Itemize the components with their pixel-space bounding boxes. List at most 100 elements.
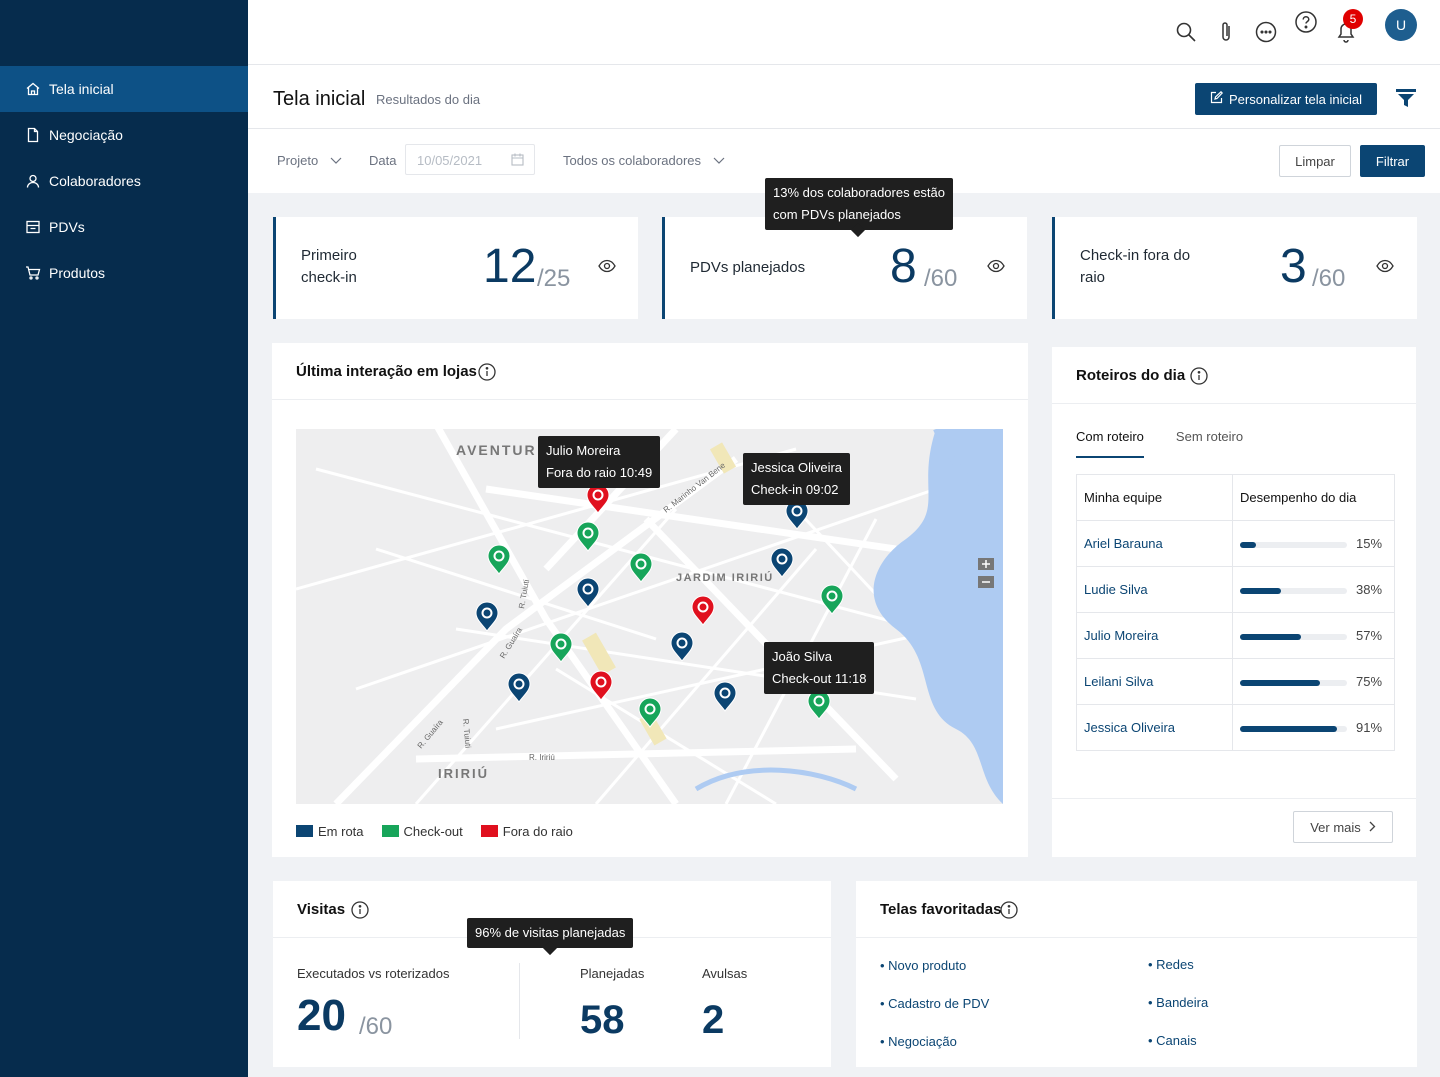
map-pin-route[interactable] xyxy=(507,672,531,703)
sidebar-item-negociacao[interactable]: Negociação xyxy=(0,112,248,158)
performance-cell: 15% xyxy=(1232,520,1395,567)
tooltip-arrow xyxy=(542,940,558,956)
home-icon xyxy=(25,81,41,97)
kpi-label: Check-in fora do raio xyxy=(1080,245,1190,289)
info-icon[interactable] xyxy=(1000,901,1018,924)
kpi-total: /60 xyxy=(1312,265,1346,292)
sidebar-item-pdvs[interactable]: PDVs xyxy=(0,204,248,250)
map-pin-checkout[interactable] xyxy=(576,521,600,552)
tooltip-line: Check-out 11:18 xyxy=(772,671,867,686)
member-name[interactable]: Julio Moreira xyxy=(1076,612,1233,659)
progress-bar xyxy=(1240,679,1347,686)
favorite-link[interactable]: • Redes xyxy=(1148,957,1194,972)
map-place-label: JARDIM IRIRIÚ xyxy=(676,571,774,584)
progress-fill xyxy=(1240,541,1257,548)
stores-map[interactable]: AVENTUR JARDIM IRIRIÚ IRIRIÚ R. Marinho … xyxy=(296,429,1003,804)
map-pin-outside[interactable] xyxy=(691,595,715,626)
document-icon xyxy=(25,127,41,143)
info-icon[interactable] xyxy=(478,363,496,386)
eye-icon[interactable] xyxy=(987,259,1005,278)
legend-item-checkout: Check-out xyxy=(381,824,463,839)
divider xyxy=(272,399,1028,400)
eye-icon[interactable] xyxy=(1376,259,1394,278)
executed-total: /60 xyxy=(359,1013,393,1040)
map-tooltip: Julio Moreira Fora do raio 10:49 xyxy=(538,436,661,488)
bell-icon[interactable]: 5 xyxy=(1334,9,1363,44)
member-name[interactable]: Jessica Oliveira xyxy=(1076,704,1233,751)
date-input-value: 10/05/2021 xyxy=(417,153,483,168)
page-title: Tela inicial xyxy=(273,88,366,110)
map-tooltip: Jessica Oliveira Check-in 09:02 xyxy=(743,453,851,505)
map-pin-checkout[interactable] xyxy=(820,584,844,615)
routes-card: Roteiros do dia Com roteiro Sem roteiro … xyxy=(1052,347,1416,857)
sidebar-item-produtos[interactable]: Produtos xyxy=(0,250,248,296)
map-pin-outside[interactable] xyxy=(589,670,613,701)
member-name[interactable]: Ludie Silva xyxy=(1076,566,1233,613)
edit-icon xyxy=(1210,90,1224,107)
map-pin-route[interactable] xyxy=(576,577,600,608)
executed-label: Executados vs roterizados xyxy=(297,966,450,981)
kpi-value: 3 xyxy=(1280,240,1307,293)
search-icon[interactable] xyxy=(1174,20,1198,44)
map-pin-route[interactable] xyxy=(713,681,737,712)
chat-icon[interactable] xyxy=(1254,20,1278,44)
help-icon[interactable] xyxy=(1294,10,1318,34)
map-pin-route[interactable] xyxy=(670,631,694,662)
sidebar-item-tela-inicial[interactable]: Tela inicial xyxy=(0,66,248,112)
member-name[interactable]: Leilani Silva xyxy=(1076,658,1233,705)
collaborators-select[interactable]: Todos os colaboradores xyxy=(563,153,725,168)
funnel-icon[interactable] xyxy=(1396,89,1416,112)
favorite-link[interactable]: • Canais xyxy=(1148,1033,1197,1048)
kpi-label-line: Primeiro xyxy=(301,247,357,264)
map-pin-checkout[interactable] xyxy=(638,697,662,728)
divider xyxy=(519,963,520,1039)
map-pin-checkout[interactable] xyxy=(549,632,573,663)
visits-tooltip: 96% de visitas planejadas xyxy=(467,918,634,956)
zoom-control[interactable] xyxy=(978,558,994,588)
divider xyxy=(1052,798,1416,799)
sidebar-item-colaboradores[interactable]: Colaboradores xyxy=(0,158,248,204)
tooltip-line: 13% dos colaboradores estão xyxy=(773,185,946,200)
legend-label: Check-out xyxy=(403,824,463,839)
filter-button[interactable]: Filtrar xyxy=(1360,145,1425,177)
table-row: Leilani Silva 75% xyxy=(1076,658,1395,705)
performance-cell: 91% xyxy=(1232,704,1395,751)
kpi-value: 8 xyxy=(890,240,917,293)
table-row: Ariel Barauna 15% xyxy=(1076,520,1395,567)
tooltip-line: 96% de visitas planejadas xyxy=(475,925,626,940)
kpi-total: /60 xyxy=(924,265,958,292)
favorite-link[interactable]: • Novo produto xyxy=(880,958,967,973)
project-select[interactable]: Projeto xyxy=(277,153,342,168)
kpi-label-line: check-in xyxy=(301,269,357,286)
legend-item-route: Em rota xyxy=(296,824,364,839)
tooltip-line: Julio Moreira xyxy=(546,443,621,458)
favorite-link[interactable]: • Bandeira xyxy=(1148,995,1209,1010)
tab-without-route[interactable]: Sem roteiro xyxy=(1175,429,1244,444)
map-pin-route[interactable] xyxy=(475,601,499,632)
customize-home-button[interactable]: Personalizar tela inicial xyxy=(1195,83,1377,115)
kpi-label: Primeiro check-in xyxy=(301,245,357,289)
tooltip-line: Jessica Oliveira xyxy=(751,460,843,475)
map-pin-checkout[interactable] xyxy=(487,544,511,575)
info-icon[interactable] xyxy=(351,901,369,924)
favorite-link[interactable]: • Negociação xyxy=(880,1034,957,1049)
progress-fill xyxy=(1240,725,1338,732)
map-pin-route[interactable] xyxy=(770,547,794,578)
member-name[interactable]: Ariel Barauna xyxy=(1076,520,1233,567)
paperclip-icon[interactable] xyxy=(1214,20,1238,44)
favorite-link[interactable]: • Cadastro de PDV xyxy=(880,996,990,1011)
kpi-first-checkin: Primeiro check-in 12 /25 xyxy=(273,217,638,319)
date-input[interactable]: 10/05/2021 xyxy=(405,144,535,175)
topbar: 5 U xyxy=(248,0,1440,65)
avatar[interactable]: U xyxy=(1385,9,1417,41)
sidebar-item-label: Colaboradores xyxy=(49,173,141,189)
tab-with-route[interactable]: Com roteiro xyxy=(1076,429,1144,458)
map-pin-outside[interactable] xyxy=(586,483,610,514)
info-icon[interactable] xyxy=(1190,367,1208,390)
see-more-button[interactable]: Ver mais xyxy=(1293,811,1393,843)
map-pin-checkout[interactable] xyxy=(629,552,653,583)
clear-button[interactable]: Limpar xyxy=(1279,145,1351,177)
performance-cell: 38% xyxy=(1232,566,1395,613)
eye-icon[interactable] xyxy=(598,259,616,278)
legend-label: Em rota xyxy=(318,824,364,839)
